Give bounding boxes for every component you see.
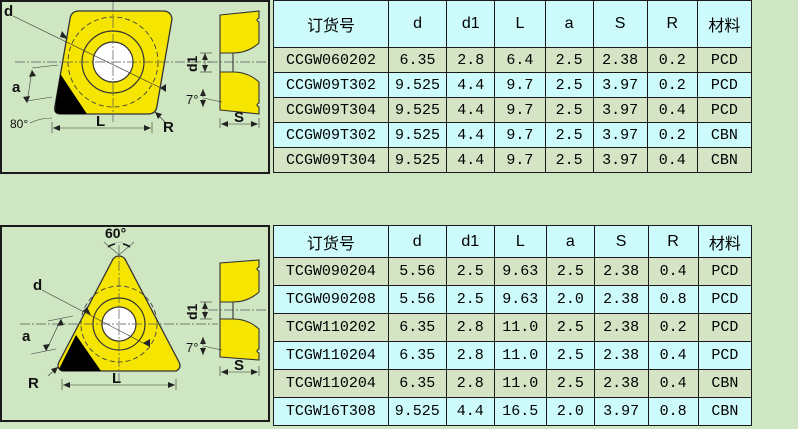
svg-text:d: d — [33, 277, 42, 294]
svg-text:a: a — [12, 79, 21, 96]
svg-text:L: L — [112, 370, 121, 387]
svg-text:60°: 60° — [105, 225, 126, 241]
svg-text:S: S — [234, 357, 244, 374]
svg-text:d1: d1 — [184, 55, 200, 72]
svg-text:d: d — [4, 3, 13, 20]
svg-text:80°: 80° — [10, 117, 28, 131]
svg-text:R: R — [163, 119, 174, 136]
svg-text:7°: 7° — [186, 92, 198, 107]
svg-text:d1: d1 — [184, 303, 200, 320]
svg-text:S: S — [234, 109, 244, 126]
svg-text:L: L — [96, 113, 105, 130]
svg-text:7°: 7° — [186, 340, 198, 355]
svg-text:R: R — [28, 375, 39, 392]
svg-text:a: a — [22, 328, 31, 345]
